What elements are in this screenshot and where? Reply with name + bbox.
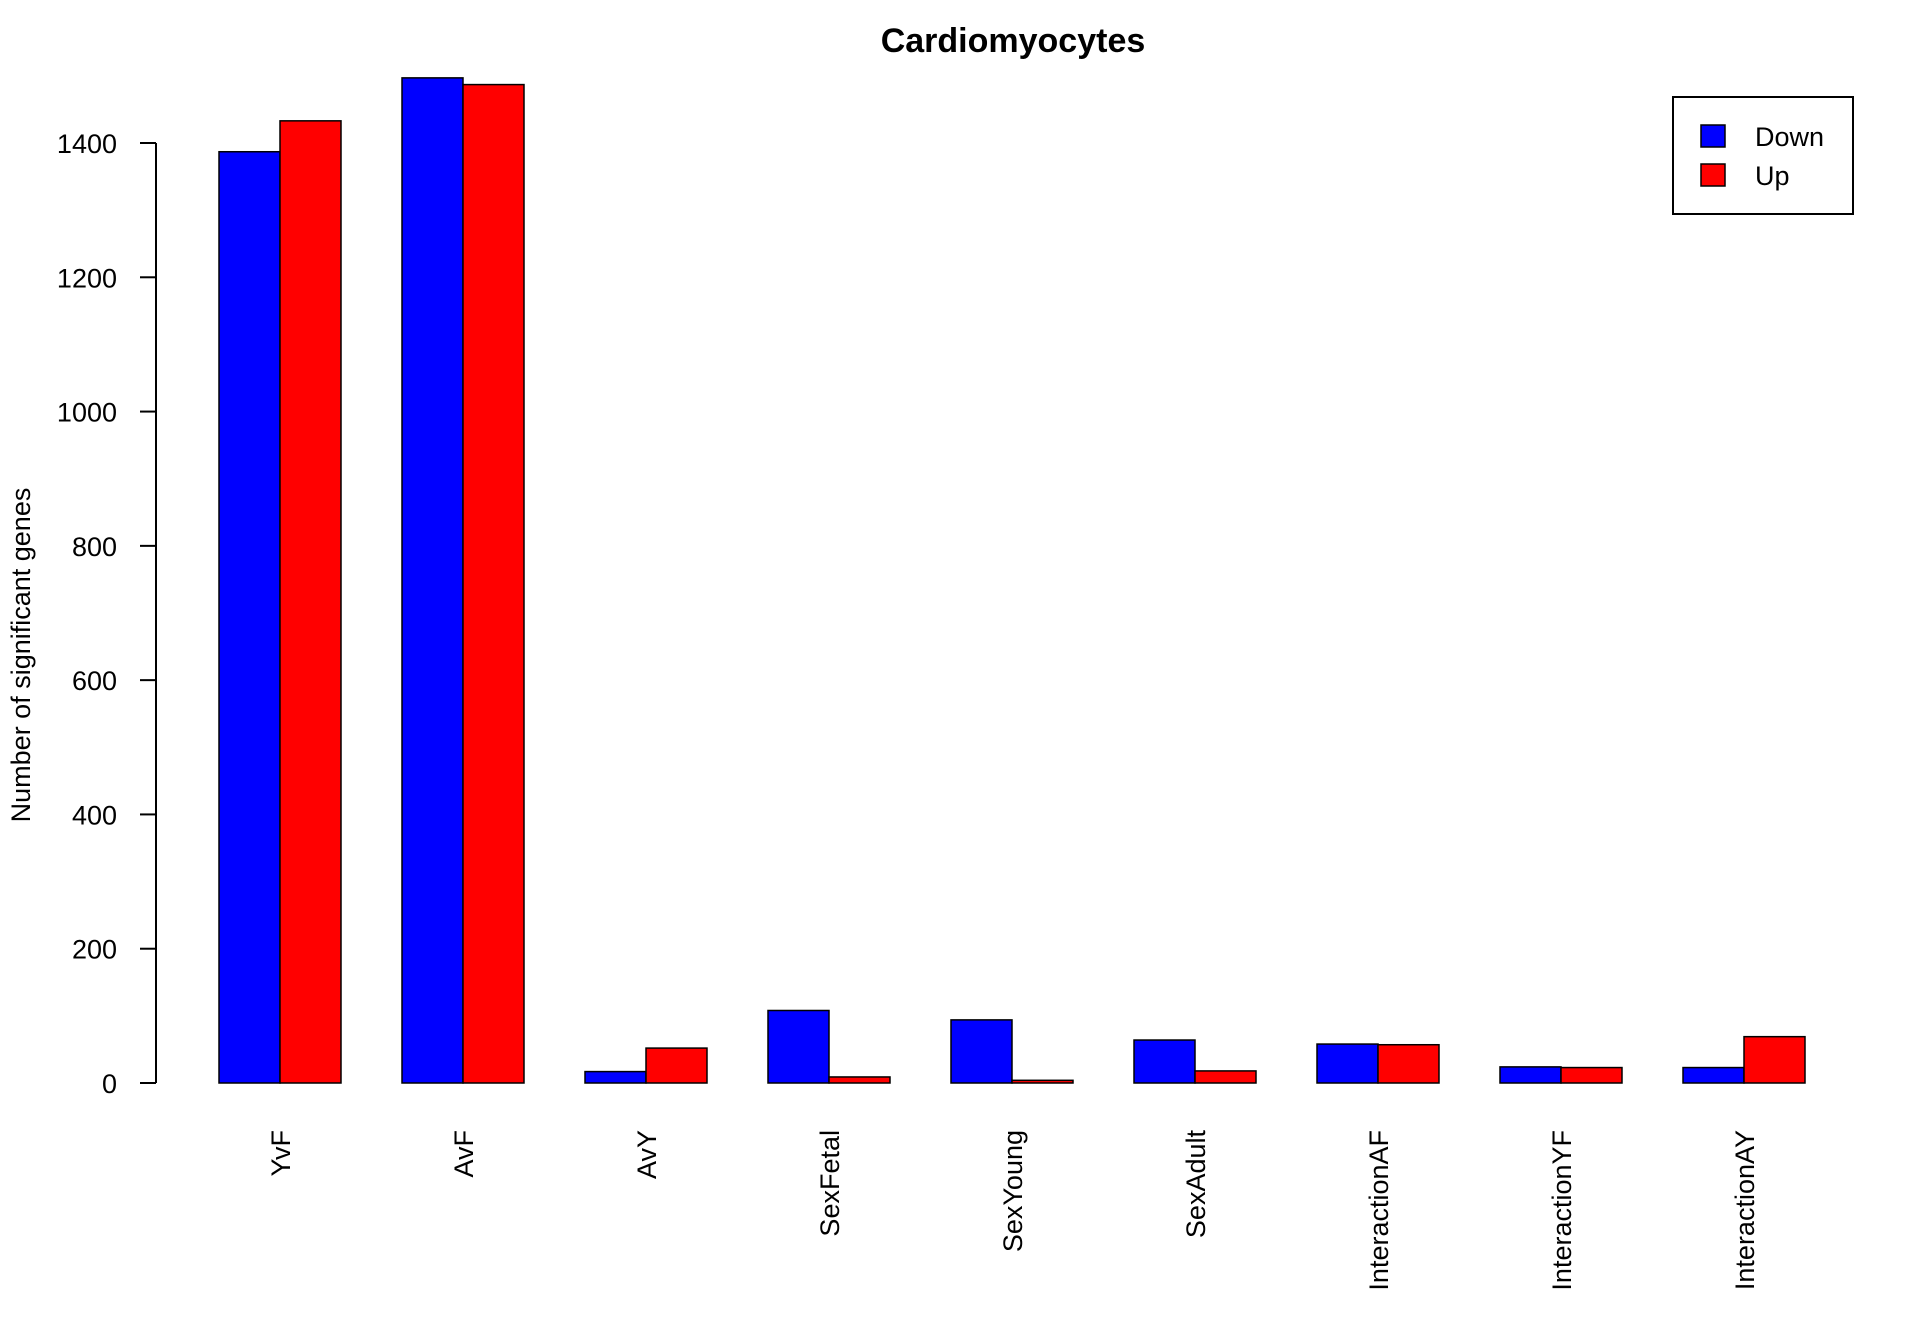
legend-swatch-down [1700,124,1726,148]
x-tick-label: SexAdult [1181,1130,1211,1239]
y-tick-label: 0 [102,1069,117,1099]
y-tick-label: 1200 [57,263,117,293]
bar-up-sexfetal [828,1076,891,1084]
x-tick-label: SexFetal [815,1130,845,1237]
bar-groups [218,77,1806,1084]
bar-down-interactionyf [1499,1066,1562,1084]
legend-swatch-up [1700,163,1726,187]
y-tick-label: 400 [72,800,117,830]
x-tick-label: SexYoung [998,1130,1028,1252]
bar-up-sexyoung [1011,1079,1074,1084]
bar-up-interactionyf [1560,1066,1623,1084]
bar-up-avf [462,83,525,1084]
legend: Down Up [1672,96,1854,215]
bar-down-avy [584,1070,647,1084]
bar-down-avf [401,77,464,1084]
legend-box [1672,96,1854,215]
bar-up-interactionaf [1377,1043,1440,1084]
y-axis-ticks: 0 200 400 600 800 1000 1200 1400 [57,129,156,1099]
bar-down-interactionay [1682,1066,1745,1084]
y-axis-label: Number of significant genes [6,488,36,823]
x-tick-label: InteractionYF [1547,1130,1577,1291]
y-tick-label: 1000 [57,398,117,428]
legend-label-down: Down [1755,122,1824,152]
x-tick-label: InteractionAF [1364,1130,1394,1291]
bar-down-sexyoung [950,1019,1013,1084]
bar-up-sexadult [1194,1070,1257,1084]
bar-up-yvf [279,120,342,1084]
x-tick-label: YvF [266,1130,296,1177]
bar-down-interactionaf [1316,1043,1379,1084]
bar-down-sexadult [1133,1039,1196,1084]
x-tick-label: AvF [449,1130,479,1178]
y-tick-label: 1400 [57,129,117,159]
chart-title: Cardiomyocytes [881,22,1146,60]
bar-up-interactionay [1743,1035,1806,1084]
y-tick-label: 600 [72,666,117,696]
x-tick-label: InteractionAY [1730,1130,1760,1290]
bar-up-avy [645,1047,708,1084]
y-tick-label: 800 [72,532,117,562]
legend-label-up: Up [1755,161,1790,191]
bar-down-sexfetal [767,1009,830,1084]
x-axis-labels: YvF AvF AvY SexFetal SexYoung SexAdult Interac… [266,1130,1760,1291]
x-tick-label: AvY [632,1130,662,1179]
y-tick-label: 200 [72,935,117,965]
bar-down-yvf [218,150,281,1084]
